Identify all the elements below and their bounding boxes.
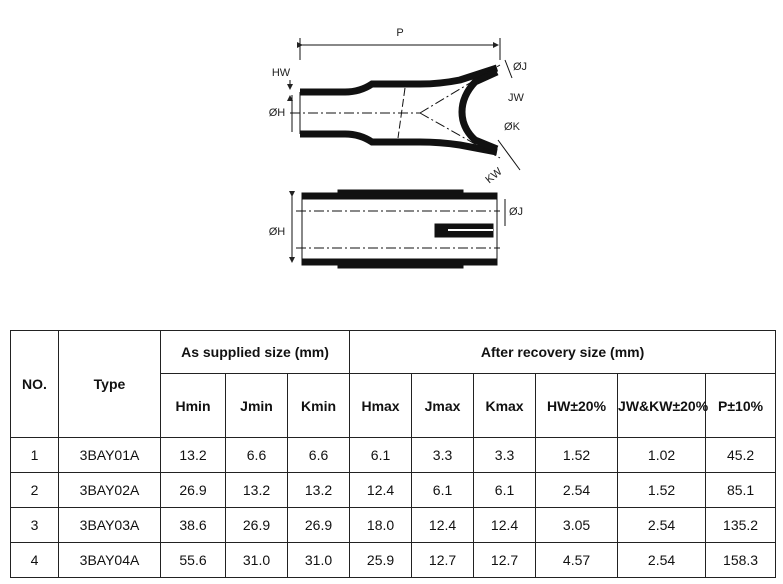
label-oh: ØH	[269, 107, 286, 119]
table-cell: 3BAY03A	[58, 507, 161, 543]
table-cell: 6.6	[286, 437, 351, 473]
table-cell: 3	[10, 507, 59, 543]
table-cell: 1.02	[617, 437, 707, 473]
table-cell: 1	[10, 437, 59, 473]
table-cell: 2.54	[617, 542, 707, 578]
table-cell: 6.1	[349, 437, 413, 473]
table-row: 2 3BAY02A 26.9 13.2 13.2 12.4 6.1 6.1 2.54 1.52 85…	[10, 472, 777, 508]
column-header: Jmax	[411, 373, 475, 438]
table-cell: 3.3	[473, 437, 537, 473]
table-cell: 2	[10, 472, 59, 508]
table-cell: 6.1	[473, 472, 537, 508]
label-hw: HW	[272, 67, 291, 79]
table-cell: 1.52	[535, 437, 619, 473]
table-cell: 2.54	[535, 472, 619, 508]
column-header: Hmin	[160, 373, 226, 438]
table-cell: 158.3	[705, 542, 777, 578]
table-cell: 55.6	[160, 542, 226, 578]
column-header: P±10%	[705, 373, 777, 438]
table-cell: 12.4	[411, 507, 475, 543]
column-header: JW&KW±20%	[617, 373, 708, 438]
column-header: Kmax	[473, 373, 537, 438]
sleeve-top	[287, 38, 521, 171]
table-cell: 1.52	[617, 472, 707, 508]
drawing: P HW ØH ØJ JW ØK KW ØJ ØH	[269, 27, 527, 269]
table-row: 1 3BAY01A 13.2 6.6 6.6 6.1 3.3 3.3 1.52 1.02 45.2	[10, 437, 777, 473]
table-cell: 85.1	[705, 472, 777, 508]
table-cell: 2.54	[617, 507, 707, 543]
table-cell: 12.4	[473, 507, 537, 543]
column-header: Hmax	[349, 373, 413, 438]
table-cell: 4.57	[535, 542, 619, 578]
table-cell: 45.2	[705, 437, 777, 473]
spec-table: NO. Type As supplied size (mm) After rec…	[10, 330, 777, 578]
label-jw: JW	[508, 92, 525, 104]
label-oj: ØJ	[513, 61, 527, 73]
label-oh-side: ØH	[269, 226, 286, 238]
header-no: NO.	[10, 330, 59, 438]
label-oj-side: ØJ	[509, 206, 523, 218]
table-cell: 3.05	[535, 507, 619, 543]
table-cell: 3BAY04A	[58, 542, 161, 578]
label-p: P	[396, 27, 403, 39]
table-cell: 31.0	[225, 542, 288, 578]
table-cell: 3.3	[411, 437, 475, 473]
table-cell: 12.4	[349, 472, 413, 508]
table-cell: 31.0	[286, 542, 351, 578]
label-kw: KW	[483, 165, 505, 186]
table-cell: 6.6	[225, 437, 288, 473]
table-cell: 18.0	[349, 507, 413, 543]
table-cell: 26.9	[225, 507, 288, 543]
table-cell: 12.7	[473, 542, 537, 578]
header-group: After recovery size (mm)	[349, 330, 777, 374]
table-cell: 13.2	[286, 472, 351, 508]
table-cell: 3BAY01A	[58, 437, 161, 473]
table-cell: 25.9	[349, 542, 413, 578]
table-cell: 4	[10, 542, 59, 578]
header-group: As supplied size (mm)	[159, 330, 351, 374]
table-cell: 13.2	[160, 437, 226, 473]
label-ok: ØK	[504, 121, 521, 133]
column-header: Jmin	[225, 373, 288, 438]
table-cell: 13.2	[225, 472, 288, 508]
table-cell: 26.9	[286, 507, 351, 543]
table-row: 4 3BAY04A 55.6 31.0 31.0 25.9 12.7 12.7 4.57 2.54…	[10, 542, 777, 578]
column-header: HW±20%	[535, 373, 619, 438]
header-type: Type	[58, 330, 161, 438]
table-row: 3 3BAY03A 38.6 26.9 26.9 18.0 12.4 12.4 3.05 2.54…	[10, 507, 777, 543]
table-cell: 6.1	[411, 472, 475, 508]
table-cell: 3BAY02A	[58, 472, 161, 508]
column-header: Kmin	[286, 373, 351, 438]
sleeve-side	[289, 189, 506, 269]
table-cell: 12.7	[411, 542, 475, 578]
table-cell: 26.9	[160, 472, 226, 508]
table-cell: 135.2	[705, 507, 777, 543]
table-cell: 38.6	[160, 507, 226, 543]
